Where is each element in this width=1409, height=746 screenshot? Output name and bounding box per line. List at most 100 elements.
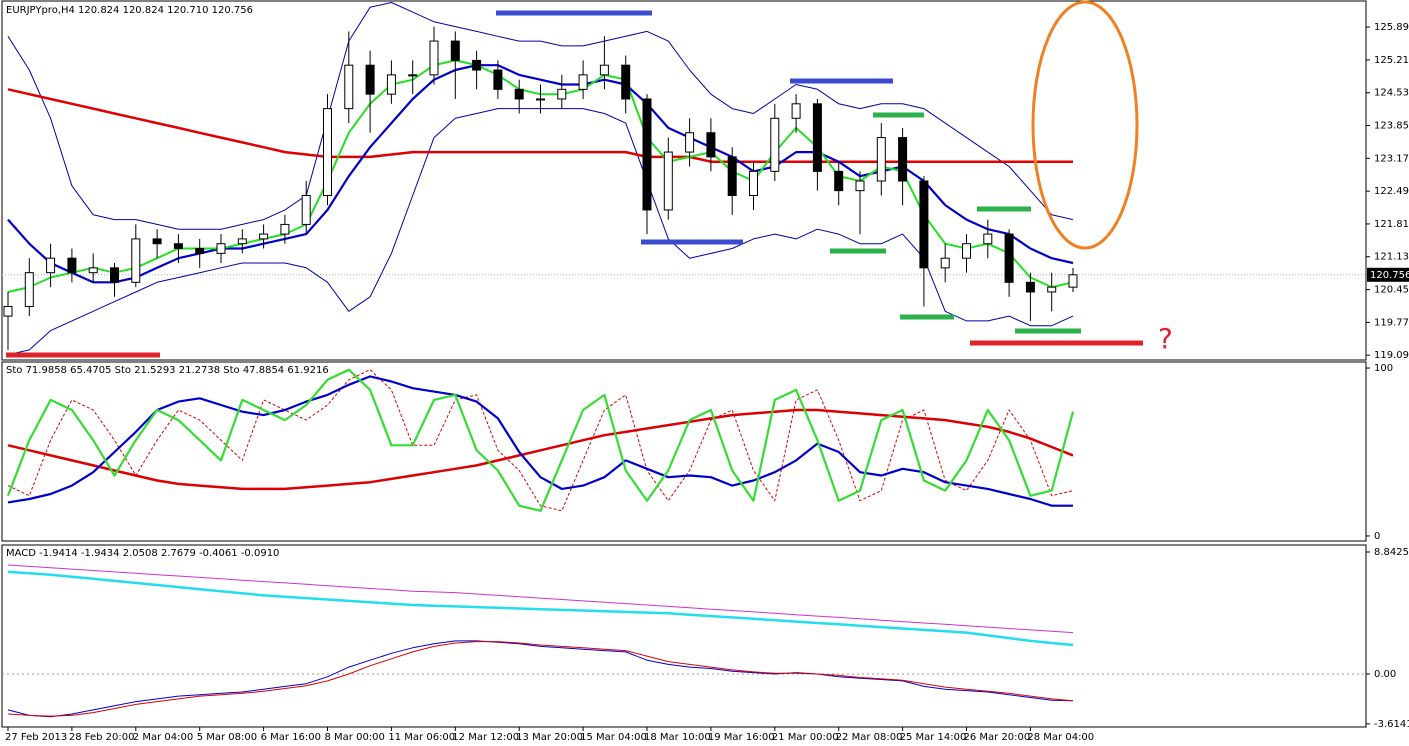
y-tick-label: 100 [1374, 363, 1393, 374]
panel-title: Sto 71.9858 65.4705 Sto 21.5293 21.2738 … [6, 365, 329, 376]
price-panel-frame [1, 0, 1367, 361]
candle-body [344, 64, 354, 110]
y-tick-label: 125.210 [1374, 55, 1409, 66]
indicator-line [7, 64, 1074, 284]
y-tick-label: 119.770 [1374, 317, 1409, 328]
x-tick-label: 27 Feb 2013 [5, 732, 67, 743]
x-tick-label: 22 Mar 08:00 [836, 732, 903, 743]
x-tick-label: 18 Mar 10:00 [644, 732, 711, 743]
x-tick-label: 28 Mar 04:00 [1027, 732, 1094, 743]
x-tick-label: 5 Mar 08:00 [197, 732, 257, 743]
indicator-line [7, 570, 1074, 647]
panel-title: MACD -1.9414 -1.9434 2.0508 2.7679 -0.40… [6, 548, 279, 559]
x-tick-label: 25 Mar 14:00 [900, 732, 967, 743]
candle-body [323, 108, 332, 196]
indicator-line [7, 369, 1074, 512]
annotation-question: ? [1158, 322, 1173, 355]
candle-body [706, 132, 716, 158]
candle-body [727, 156, 737, 196]
candle-body [834, 170, 844, 192]
candle-body [195, 248, 205, 254]
x-tick-label: 12 Mar 12:00 [452, 732, 519, 743]
candle-body [557, 88, 567, 100]
x-tick-label: 26 Mar 20:00 [964, 732, 1031, 743]
last-price-label: 120.756 [1370, 270, 1409, 281]
candle-body [536, 98, 545, 101]
y-tick-label: 123.850 [1374, 121, 1409, 132]
y-tick-label: 125.890 [1374, 22, 1409, 33]
candle-body [770, 117, 780, 172]
candle-body [46, 257, 56, 274]
candle-body [152, 238, 162, 245]
candle-body [386, 74, 396, 95]
candle-body [791, 103, 801, 119]
candle-body [514, 88, 524, 100]
indicator-line [7, 640, 1074, 718]
indicator-line [7, 2, 1074, 230]
y-tick-label: -3.6141 [1374, 719, 1409, 730]
candle-body [685, 132, 695, 153]
candle-body [983, 233, 993, 245]
candle-body [855, 180, 865, 192]
candle-body [493, 69, 503, 90]
candle-body [812, 103, 822, 172]
candle-body [259, 233, 269, 240]
y-tick-label: 123.170 [1374, 153, 1409, 164]
candle-body [429, 40, 439, 76]
y-tick-label: 120.450 [1374, 285, 1409, 296]
candle-body [962, 243, 971, 259]
candle-body [365, 64, 375, 95]
candle-body [472, 59, 482, 71]
candle-body [280, 223, 290, 235]
candle-body [919, 180, 929, 269]
candle-body [599, 64, 609, 76]
candle-body [131, 238, 141, 283]
candle-body [1068, 274, 1078, 288]
panel [6, 368, 1075, 512]
candle-body [621, 64, 631, 100]
x-tick-label: 28 Feb 20:00 [69, 732, 135, 743]
annotations [6, 0, 1143, 358]
indicator-line [7, 88, 1073, 163]
indicator-line [7, 408, 1074, 491]
stochastic-panel-frame [1, 361, 1367, 542]
y-tick-label: 124.530 [1374, 88, 1409, 99]
candle-body [1025, 281, 1035, 293]
panel [2, 2, 1366, 356]
y-tick-label: 8.8425 [1374, 547, 1409, 558]
x-tick-label: 8 Mar 00:00 [325, 732, 385, 743]
y-tick-label: 121.130 [1374, 252, 1409, 263]
x-tick-label: 2 Mar 04:00 [133, 732, 193, 743]
y-tick-label: 119.090 [1374, 350, 1409, 361]
candle-body [216, 243, 226, 254]
candle-body [301, 194, 311, 225]
x-tick-label: 19 Mar 16:00 [708, 732, 775, 743]
candle-body [67, 257, 77, 274]
candle-body [88, 267, 98, 274]
candle-body [450, 40, 460, 61]
candle-body [749, 170, 758, 196]
y-tick-label: 121.810 [1374, 219, 1409, 230]
indicator-line [7, 641, 1074, 717]
macd-panel-frame [1, 544, 1367, 728]
x-tick-label: 11 Mar 06:00 [388, 732, 455, 743]
x-tick-label: 6 Mar 16:00 [261, 732, 321, 743]
candle-body [876, 137, 886, 182]
x-tick-label: 13 Mar 20:00 [516, 732, 583, 743]
highlight-ellipse [1031, 0, 1139, 250]
last-price-box [1367, 267, 1409, 282]
candle-body [110, 267, 119, 283]
candle-body [3, 305, 13, 317]
indicator-line [7, 375, 1073, 507]
indicator-line [6, 368, 1075, 512]
y-tick-label: 0.00 [1374, 669, 1396, 680]
candle-body [898, 137, 908, 182]
candle-body [173, 243, 183, 250]
candle-body [1047, 286, 1057, 293]
candle-body [24, 272, 34, 307]
x-tick-label: 21 Mar 00:00 [772, 732, 839, 743]
candle-body [408, 74, 418, 77]
